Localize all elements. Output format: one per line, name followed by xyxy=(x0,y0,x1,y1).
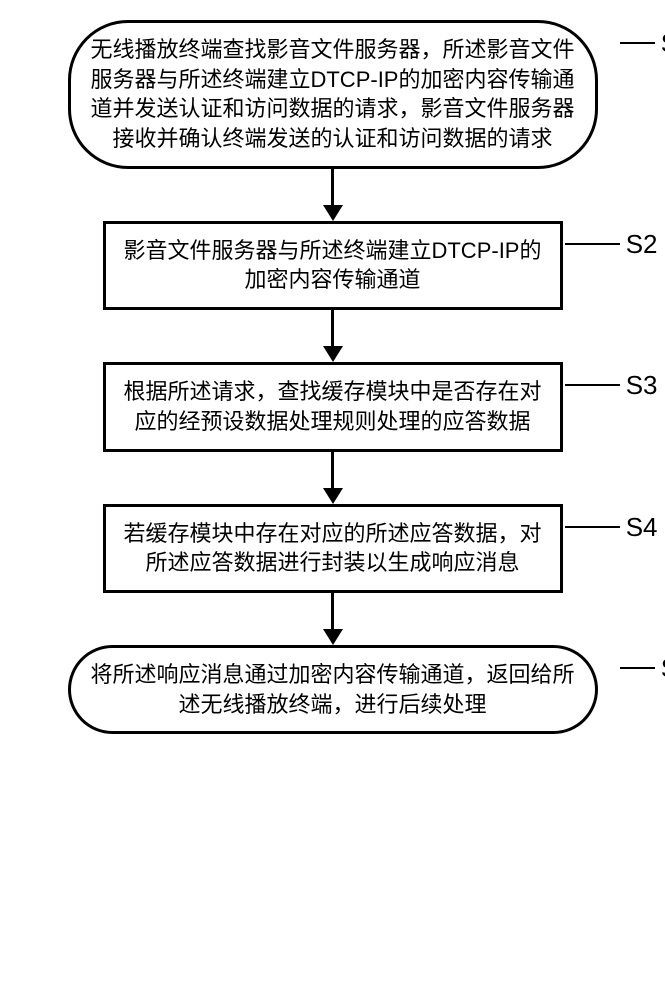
step-s4-row: 若缓存模块中存在对应的所述应答数据，对所述应答数据进行封装以生成响应消息 S4 xyxy=(68,504,598,593)
step-label: S1 xyxy=(661,28,665,59)
arrow-s2-s3 xyxy=(68,310,598,362)
arrow-s1-s2 xyxy=(68,169,598,221)
step-label: S4 xyxy=(626,512,658,543)
label-connector: S2 xyxy=(565,229,658,260)
step-label: S5 xyxy=(661,653,665,684)
step-s5-row: 将所述响应消息通过加密内容传输通道，返回给所述无线播放终端，进行后续处理 S5 xyxy=(68,645,598,734)
step-text: 将所述响应消息通过加密内容传输通道，返回给所述无线播放终端，进行后续处理 xyxy=(90,662,574,717)
arrow-s3-s4 xyxy=(68,452,598,504)
connector-line xyxy=(620,667,655,669)
label-connector: S4 xyxy=(565,512,658,543)
flowchart-container: 无线播放终端查找影音文件服务器，所述影音文件服务器与所述终端建立DTCP-IP的… xyxy=(20,20,645,734)
connector-line xyxy=(565,526,620,528)
step-text: 根据所述请求，查找缓存模块中是否存在对应的经预设数据处理规则处理的应答数据 xyxy=(123,379,541,434)
step-text: 无线播放终端查找影音文件服务器，所述影音文件服务器与所述终端建立DTCP-IP的… xyxy=(90,37,574,151)
step-s3-row: 根据所述请求，查找缓存模块中是否存在对应的经预设数据处理规则处理的应答数据 S3 xyxy=(68,362,598,451)
step-text: 若缓存模块中存在对应的所述应答数据，对所述应答数据进行封装以生成响应消息 xyxy=(123,521,541,576)
connector-line xyxy=(620,42,655,44)
step-label: S2 xyxy=(626,229,658,260)
terminal-start-box: 无线播放终端查找影音文件服务器，所述影音文件服务器与所述终端建立DTCP-IP的… xyxy=(68,20,598,169)
label-connector: S3 xyxy=(565,370,658,401)
step-s1-row: 无线播放终端查找影音文件服务器，所述影音文件服务器与所述终端建立DTCP-IP的… xyxy=(68,20,598,169)
connector-line xyxy=(565,384,620,386)
step-text: 影音文件服务器与所述终端建立DTCP-IP的加密内容传输通道 xyxy=(123,238,541,293)
process-box: 若缓存模块中存在对应的所述应答数据，对所述应答数据进行封装以生成响应消息 xyxy=(103,504,563,593)
label-connector: S5 xyxy=(620,653,665,684)
arrow-s4-s5 xyxy=(68,593,598,645)
process-box: 影音文件服务器与所述终端建立DTCP-IP的加密内容传输通道 xyxy=(103,221,563,310)
process-box: 根据所述请求，查找缓存模块中是否存在对应的经预设数据处理规则处理的应答数据 xyxy=(103,362,563,451)
step-s2-row: 影音文件服务器与所述终端建立DTCP-IP的加密内容传输通道 S2 xyxy=(68,221,598,310)
label-connector: S1 xyxy=(620,28,665,59)
step-label: S3 xyxy=(626,370,658,401)
connector-line xyxy=(565,243,620,245)
terminal-end-box: 将所述响应消息通过加密内容传输通道，返回给所述无线播放终端，进行后续处理 xyxy=(68,645,598,734)
